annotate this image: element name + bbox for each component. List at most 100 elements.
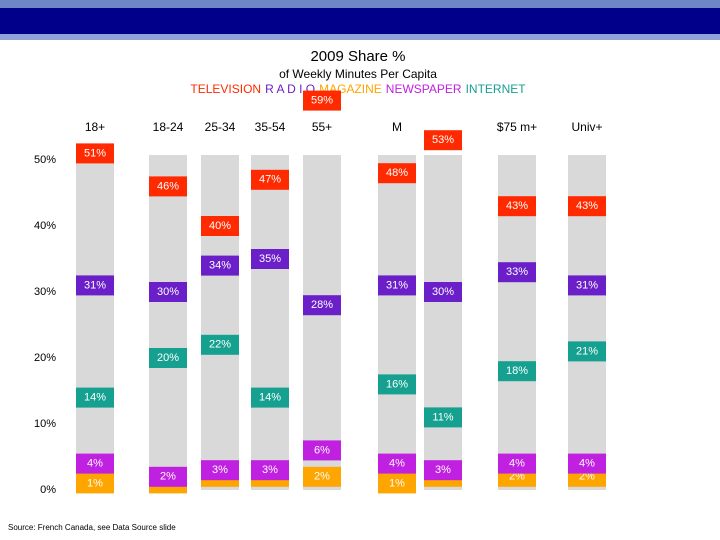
value-marker (76, 473, 114, 494)
category-label: Univ+ (571, 120, 602, 134)
legend: TELEVISION R A D I O MAGAZINE NEWSPAPER INTE… (190, 82, 526, 96)
data-label: 16% (386, 378, 408, 390)
data-label: 4% (579, 458, 595, 470)
y-tick-label: 0% (40, 484, 56, 496)
data-label: 4% (389, 458, 405, 470)
value-marker (424, 460, 462, 481)
value-marker (303, 295, 341, 316)
value-marker (251, 249, 289, 269)
y-tick-label: 10% (34, 418, 56, 430)
y-tick-label: 20% (34, 352, 56, 364)
y-tick-label: 40% (34, 220, 56, 232)
header-band (0, 8, 720, 34)
y-tick-label: 50% (34, 154, 56, 166)
data-label: 18% (506, 365, 528, 377)
column-background (303, 155, 341, 490)
header-strip (0, 0, 720, 8)
value-marker (498, 361, 536, 382)
data-label: 14% (84, 392, 106, 404)
data-label: 59% (311, 95, 333, 107)
category-label: 25-34 (205, 120, 236, 134)
data-label: 2% (579, 471, 595, 483)
value-marker (201, 216, 239, 236)
value-marker (424, 282, 462, 302)
data-label: 31% (84, 279, 106, 291)
data-label: 2% (509, 471, 525, 483)
category-label: 35-54 (255, 120, 286, 134)
data-label: 11% (432, 411, 453, 423)
chart-title: 2009 Share % (310, 48, 405, 65)
value-marker (76, 387, 114, 408)
data-label: 22% (209, 339, 231, 351)
data-label: 4% (509, 458, 525, 470)
value-marker (76, 143, 114, 164)
value-marker (568, 196, 606, 217)
value-marker (498, 196, 536, 217)
data-label: 14% (259, 392, 281, 404)
data-label: 31% (576, 279, 598, 291)
legend-entry: NEWSPAPER (386, 82, 462, 96)
header-strip (0, 34, 720, 40)
value-marker (251, 387, 289, 408)
data-label: 48% (386, 167, 408, 179)
data-label: 46% (157, 180, 179, 192)
data-label: 35% (259, 253, 281, 265)
data-label: 4% (87, 458, 103, 470)
value-marker (149, 348, 187, 368)
legend-entry: TELEVISION (190, 82, 261, 96)
value-marker (201, 334, 239, 355)
data-label: 3% (212, 464, 228, 476)
category-label: M (392, 120, 402, 134)
data-label: 1% (389, 477, 405, 489)
value-marker (498, 262, 536, 283)
column-background (424, 155, 462, 490)
value-marker (201, 255, 239, 276)
y-tick-label: 30% (34, 286, 56, 298)
data-label: 31% (386, 279, 408, 291)
data-label: 6% (314, 444, 330, 456)
category-label: 18+ (85, 120, 105, 134)
data-label: 3% (262, 464, 278, 476)
data-label: 2% (160, 471, 176, 483)
value-marker (251, 169, 289, 190)
data-label: 28% (311, 299, 333, 311)
value-marker (149, 466, 187, 487)
data-label: 53% (432, 134, 454, 146)
value-marker (378, 473, 416, 494)
column-background (76, 155, 114, 490)
value-marker (149, 282, 187, 302)
data-label: 40% (209, 220, 231, 232)
value-marker (149, 176, 187, 197)
value-marker (303, 440, 341, 461)
value-marker (498, 453, 536, 474)
source-note: Source: French Canada, see Data Source s… (8, 523, 176, 532)
value-marker (568, 453, 606, 474)
category-label: $75 m+ (497, 120, 537, 134)
legend-entry: R A D I O (265, 82, 315, 96)
data-label: 30% (157, 286, 179, 298)
value-marker (568, 275, 606, 296)
value-marker (76, 453, 114, 474)
data-label: 30% (432, 286, 454, 298)
value-marker (378, 374, 416, 395)
value-marker (201, 460, 239, 481)
data-label: 34% (209, 260, 231, 272)
value-marker (303, 90, 341, 111)
chart-subtitle: of Weekly Minutes Per Capita (279, 67, 437, 81)
data-label: 43% (576, 200, 598, 212)
value-marker (251, 460, 289, 481)
value-marker (303, 466, 341, 487)
value-marker (568, 341, 606, 362)
column-background (251, 155, 289, 490)
data-label: 20% (157, 352, 179, 364)
data-label: 21% (576, 345, 598, 357)
category-label: 18-24 (153, 120, 184, 134)
value-marker (424, 130, 462, 151)
data-label: 43% (506, 200, 528, 212)
column-background (201, 155, 239, 490)
value-marker (378, 453, 416, 474)
data-label: 2% (314, 471, 330, 483)
column-background (149, 155, 187, 490)
category-label: 55+ (312, 120, 332, 134)
